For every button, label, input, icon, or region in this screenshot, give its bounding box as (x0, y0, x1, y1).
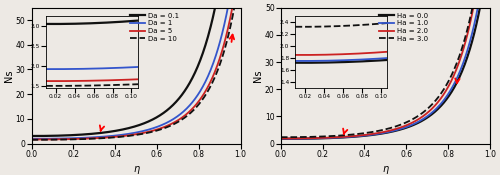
Ha = 2.0 (410, 121, 416, 123)
Da = 5 (54, 138, 60, 140)
X-axis label: η: η (133, 164, 139, 174)
Da = 0.1 (97, 132, 103, 134)
Ha = 0.0 (430, 112, 436, 114)
Da = 0.1 (181, 91, 187, 93)
Ha = 2.0 (304, 137, 310, 139)
Line: Da = 5: Da = 5 (32, 0, 240, 139)
Line: Ha = 1.0: Ha = 1.0 (281, 0, 490, 139)
Ha = 3.0 (304, 136, 310, 138)
Da = 5 (32, 138, 38, 141)
Ha = 1.0 (278, 138, 284, 140)
X-axis label: η: η (382, 164, 388, 174)
Ha = 1.0 (430, 110, 436, 113)
Da = 1 (54, 138, 60, 140)
Da = 1 (112, 135, 118, 137)
Ha = 2.0 (361, 134, 367, 136)
Da = 0.1 (54, 135, 60, 137)
Da = 1 (97, 136, 103, 138)
Da = 1 (160, 123, 166, 125)
Ha = 2.0 (346, 135, 352, 138)
Ha = 3.0 (282, 136, 288, 138)
Da = 10 (97, 137, 103, 139)
Da = 1 (181, 110, 187, 112)
Legend: Ha = 0.0, Ha = 1.0, Ha = 2.0, Ha = 3.0: Ha = 0.0, Ha = 1.0, Ha = 2.0, Ha = 3.0 (376, 10, 431, 45)
Da = 1 (32, 138, 38, 140)
Da = 0.1 (28, 135, 34, 137)
Ha = 3.0 (430, 102, 436, 104)
Ha = 3.0 (346, 134, 352, 136)
Ha = 1.0 (361, 135, 367, 137)
Ha = 2.0 (278, 137, 284, 139)
Ha = 1.0 (429, 111, 435, 113)
Ha = 3.0 (361, 132, 367, 134)
Y-axis label: Ns: Ns (4, 69, 14, 82)
Ha = 2.0 (430, 106, 436, 108)
Line: Ha = 2.0: Ha = 2.0 (281, 0, 490, 138)
Ha = 0.0 (429, 113, 435, 115)
Ha = 0.0 (346, 136, 352, 138)
Line: Da = 10: Da = 10 (32, 0, 240, 140)
Line: Da = 1: Da = 1 (32, 0, 240, 139)
Line: Ha = 0.0: Ha = 0.0 (281, 0, 490, 139)
Da = 5 (97, 137, 103, 139)
Y-axis label: Ns: Ns (254, 69, 264, 82)
Da = 1 (180, 111, 186, 113)
Ha = 1.0 (304, 138, 310, 140)
Ha = 0.0 (304, 138, 310, 140)
Line: Ha = 3.0: Ha = 3.0 (281, 0, 490, 137)
Ha = 0.0 (361, 135, 367, 137)
Da = 5 (160, 126, 166, 128)
Da = 10 (112, 136, 118, 138)
Da = 0.1 (32, 135, 38, 137)
Da = 0.1 (160, 112, 166, 114)
Ha = 3.0 (278, 136, 284, 138)
Legend: Da = 0.1, Da = 1, Da = 5, Da = 10: Da = 0.1, Da = 1, Da = 5, Da = 10 (127, 10, 182, 45)
Da = 10 (54, 139, 60, 141)
Da = 10 (32, 139, 38, 141)
Da = 5 (112, 136, 118, 138)
Ha = 0.0 (410, 124, 416, 126)
Da = 0.1 (112, 130, 118, 132)
Da = 5 (28, 138, 34, 141)
Da = 10 (28, 139, 34, 141)
Da = 10 (160, 127, 166, 130)
Da = 10 (181, 117, 187, 119)
Da = 5 (181, 115, 187, 117)
Line: Da = 0.1: Da = 0.1 (32, 0, 240, 136)
Ha = 3.0 (429, 103, 435, 105)
Ha = 1.0 (346, 136, 352, 138)
Ha = 1.0 (410, 123, 416, 125)
Da = 1 (28, 138, 34, 140)
Ha = 2.0 (282, 137, 288, 139)
Ha = 2.0 (429, 107, 435, 110)
Ha = 3.0 (410, 118, 416, 120)
Da = 0.1 (180, 92, 186, 95)
Da = 5 (180, 116, 186, 118)
Da = 10 (180, 118, 186, 120)
Ha = 0.0 (282, 138, 288, 140)
Ha = 0.0 (278, 138, 284, 140)
Ha = 1.0 (282, 138, 288, 140)
